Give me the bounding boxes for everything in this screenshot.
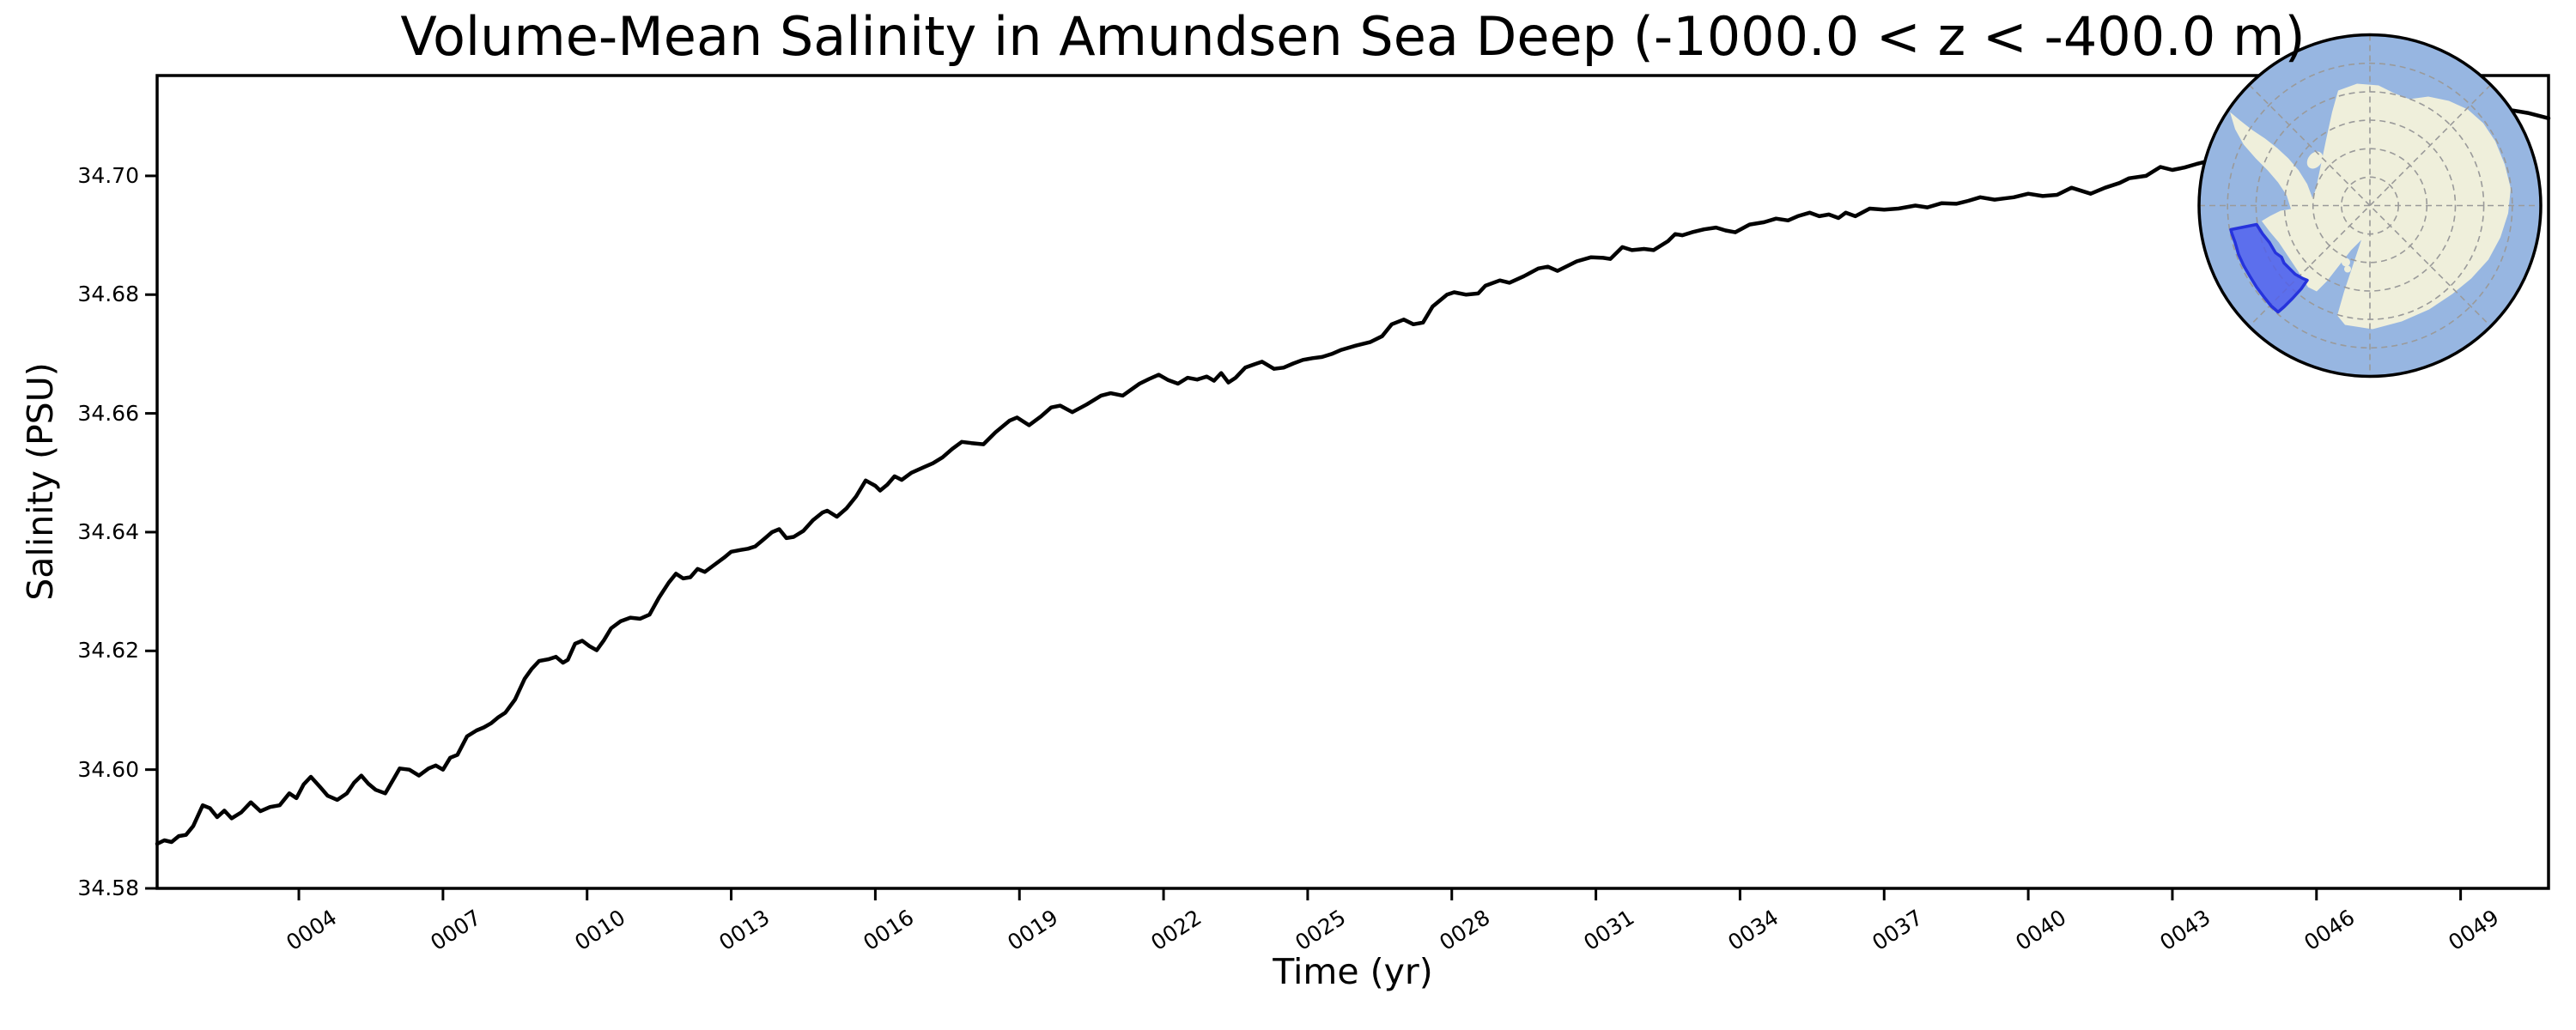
plot-border <box>155 74 2550 890</box>
meridian-line <box>2248 84 2492 327</box>
islet <box>2342 258 2350 267</box>
y-axis-label: Salinity (PSU) <box>20 362 61 601</box>
y-tick-label: 34.62 <box>77 638 139 663</box>
y-tick-label: 34.58 <box>77 876 139 900</box>
salinity-line <box>155 108 2551 846</box>
inset-map-border <box>2197 33 2543 379</box>
y-tick-label: 34.64 <box>77 518 139 544</box>
x-axis-label: Time (yr) <box>1273 951 1433 992</box>
y-tick-label: 34.70 <box>77 162 139 188</box>
y-tick-label: 34.66 <box>77 400 139 426</box>
alexander-island <box>2306 151 2324 169</box>
y-tick-label: 34.68 <box>77 282 139 307</box>
graticule <box>2199 34 2541 377</box>
chart-title: Volume-Mean Salinity in Amundsen Sea Dee… <box>400 5 2306 68</box>
islet <box>2344 265 2351 273</box>
antarctica-land <box>2230 83 2511 330</box>
meridian-line <box>2248 84 2492 327</box>
amundsen-sea-region-highlight <box>2229 222 2309 314</box>
inset-map <box>2199 34 2541 377</box>
y-tick-label: 34.60 <box>77 756 139 782</box>
